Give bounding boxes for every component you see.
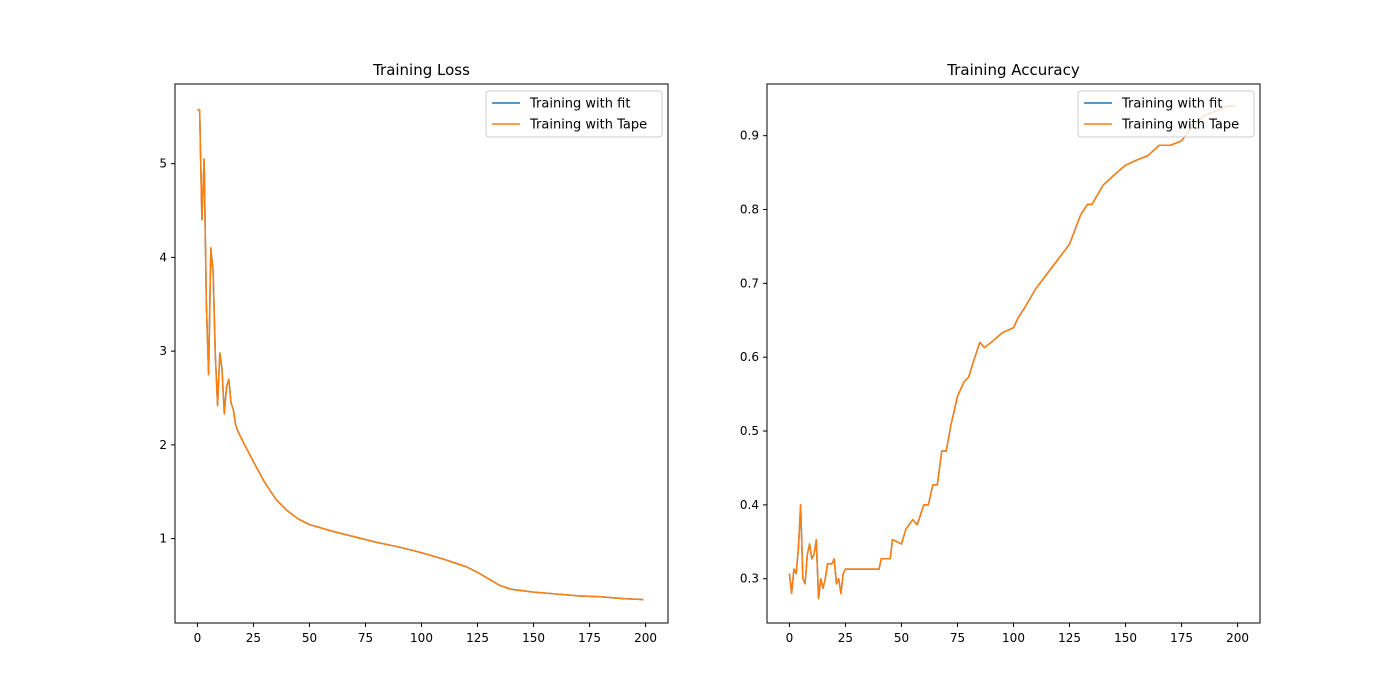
accuracy-legend-label-fit: Training with fit <box>1121 97 1222 112</box>
loss-chart: Training Loss 0 25 50 75 100 125 150 175 200 1 2 3 4 5… <box>159 61 669 645</box>
loss-y-tick-label: 5 <box>159 157 167 171</box>
accuracy-y-tick-label: 0.9 <box>740 129 759 143</box>
loss-x-tick-label: 25 <box>246 631 261 645</box>
accuracy-x-tick-label: 50 <box>894 631 909 645</box>
loss-legend: Training with fit Training with Tape <box>485 90 663 138</box>
accuracy-x-tick-label: 125 <box>1058 631 1081 645</box>
accuracy-x-tick-label: 25 <box>838 631 853 645</box>
loss-legend-label-fit: Training with fit <box>529 97 630 112</box>
loss-x-tick-label: 100 <box>410 631 433 645</box>
accuracy-y-tick-label: 0.6 <box>740 350 759 364</box>
loss-y-tick-label: 4 <box>159 250 167 264</box>
loss-x-tick-label: 50 <box>302 631 317 645</box>
loss-x-tick-label: 75 <box>358 631 373 645</box>
accuracy-legend-label-tape: Training with Tape <box>1121 118 1239 133</box>
loss-legend-box <box>485 90 663 138</box>
accuracy-series-line-fit <box>788 105 1236 600</box>
accuracy-x-tick-label: 175 <box>1170 631 1193 645</box>
accuracy-x-tick-label: 100 <box>1002 631 1025 645</box>
accuracy-x-tick-label: 75 <box>950 631 965 645</box>
accuracy-plot-frame <box>766 83 1261 624</box>
loss-x-tick-label: 125 <box>466 631 489 645</box>
loss-x-tick-label: 0 <box>194 631 202 645</box>
accuracy-x-tick-label: 150 <box>1114 631 1137 645</box>
loss-series-line-fit <box>197 108 644 601</box>
accuracy-chart: Training Accuracy 0 25 50 75 100 125 150 175 200 0… <box>740 61 1261 645</box>
accuracy-legend-box <box>1077 90 1255 138</box>
accuracy-x-tick-label: 0 <box>786 631 794 645</box>
loss-y-tick-label: 1 <box>159 532 167 546</box>
loss-x-tick-label: 150 <box>522 631 545 645</box>
accuracy-series-line-tape <box>788 105 1236 600</box>
loss-chart-title: Training Loss <box>372 61 470 79</box>
accuracy-y-tick-label: 0.5 <box>740 424 759 438</box>
accuracy-legend: Training with fit Training with Tape <box>1077 90 1255 138</box>
loss-legend-label-tape: Training with Tape <box>529 118 647 133</box>
accuracy-y-tick-label: 0.3 <box>740 572 759 586</box>
loss-x-tick-label: 200 <box>634 631 657 645</box>
loss-plot-frame <box>174 83 669 624</box>
accuracy-y-tick-label: 0.8 <box>740 203 759 217</box>
loss-x-tick-label: 175 <box>578 631 601 645</box>
loss-y-tick-label: 3 <box>159 344 167 358</box>
loss-y-tick-label: 2 <box>159 438 167 452</box>
loss-series-line-tape <box>197 108 644 601</box>
accuracy-x-tick-label: 200 <box>1226 631 1249 645</box>
accuracy-chart-title: Training Accuracy <box>946 61 1080 79</box>
accuracy-y-tick-label: 0.7 <box>740 276 759 290</box>
accuracy-y-tick-label: 0.4 <box>740 498 759 512</box>
